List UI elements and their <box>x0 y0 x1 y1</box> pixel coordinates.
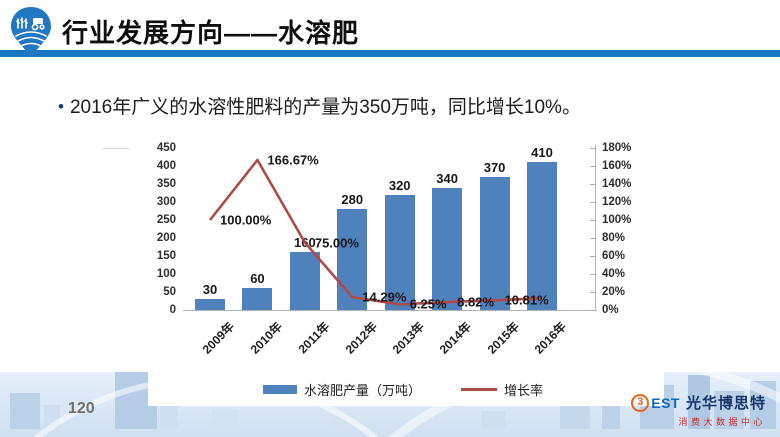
line-value-label: 6.25% <box>409 296 447 312</box>
left-axis-tick: 200 <box>156 232 176 244</box>
line-value-label: 100.00% <box>220 212 272 228</box>
bullet-marker: • <box>58 97 64 116</box>
chart: 水溶肥产量（万吨） 增长率 0 50 100 150 200 250 300 350 400 45… <box>90 130 660 405</box>
agriculture-pin-logo-icon <box>11 7 51 57</box>
bar-2014年 <box>432 187 463 310</box>
right-axis-tick: 120% <box>602 196 632 208</box>
bar-2010年 <box>242 288 273 310</box>
brand-name: 光华博思特 <box>685 395 766 412</box>
gridline-450 <box>102 148 130 149</box>
right-axis-tick: 100% <box>602 214 632 226</box>
line-value-label: 75.00% <box>314 235 359 250</box>
legend-background-patch <box>148 366 664 406</box>
line-value-label: 10.81% <box>504 292 549 308</box>
left-axis-tick: 400 <box>156 160 176 172</box>
brand-logo: 3 EST 光华博思特 消费大数据中心 <box>631 392 766 428</box>
bullet-text: 2016年广义的水溶性肥料的产量为350万吨，同比增长10%。 <box>69 97 581 118</box>
legend-label: 增长率 <box>504 383 544 398</box>
growth-line-chart <box>208 158 543 306</box>
line-value-label: 14.29% <box>362 289 407 305</box>
right-axis-tick: 80% <box>602 232 626 244</box>
right-axis-tick: 60% <box>602 250 626 262</box>
right-axis-tickmark <box>590 310 595 311</box>
left-axis-tick: 100 <box>156 268 176 280</box>
brand-subtitle: 消费大数据中心 <box>678 417 766 427</box>
growth-line <box>208 158 543 306</box>
bar-value-label: 60 <box>250 271 265 287</box>
right-axis-tickmark <box>590 148 595 149</box>
bar-value-label: 340 <box>436 170 458 186</box>
bar-2013年 <box>384 194 415 310</box>
right-axis-tickmark <box>590 274 595 275</box>
left-axis-tick: 0 <box>169 304 176 316</box>
right-axis-line <box>595 145 596 311</box>
page-title: 行业发展方向——水溶肥 <box>62 18 360 48</box>
right-axis-tick: 20% <box>602 286 626 298</box>
line-value-label: 166.67% <box>267 152 319 168</box>
skyline-building <box>10 393 40 429</box>
bar-2016年 <box>527 162 557 310</box>
chart-legend: 水溶肥产量（万吨） 增长率 <box>198 380 608 399</box>
x-axis-line <box>183 310 597 311</box>
right-axis-tick: 160% <box>602 160 632 172</box>
left-axis-tick: 50 <box>163 286 176 298</box>
right-axis-tickmark <box>590 220 595 221</box>
left-axis-tick: 150 <box>156 250 176 262</box>
line-value-label: 8.82% <box>457 294 495 310</box>
left-axis-tick: 250 <box>156 214 176 226</box>
left-axis-tick: 300 <box>156 196 176 208</box>
right-axis-tick: 40% <box>602 268 626 280</box>
legend-item-growth: 增长率 <box>461 380 543 399</box>
right-axis-tickmark <box>590 166 595 167</box>
bar-2009年 <box>195 299 225 310</box>
brand-b-icon: 3 <box>631 393 650 412</box>
left-axis-tick: 450 <box>156 142 176 154</box>
right-axis-tickmark <box>590 202 595 203</box>
legend-item-production: 水溶肥产量（万吨） <box>262 380 421 399</box>
bullet-line: • 2016年广义的水溶性肥料的产量为350万吨，同比增长10%。 <box>58 92 581 119</box>
header-rule <box>0 50 780 57</box>
bar-value-label: 370 <box>483 159 506 175</box>
bar-2012年 <box>337 209 368 310</box>
bar-2015年 <box>479 176 510 310</box>
legend-line-swatch <box>461 388 497 391</box>
right-axis-tick: 0% <box>602 304 619 316</box>
right-axis-tickmark <box>590 292 595 293</box>
legend-label: 水溶肥产量（万吨） <box>303 383 421 398</box>
right-axis-tickmark <box>590 238 595 239</box>
right-axis-tick: 180% <box>602 142 632 154</box>
bar-value-label: 30 <box>202 282 218 298</box>
bar-value-label: 320 <box>388 177 411 193</box>
right-axis-tickmark <box>590 184 595 185</box>
bar-value-label: 410 <box>531 145 553 161</box>
left-axis-tick: 350 <box>156 178 176 190</box>
brand-est-text: EST <box>651 394 680 411</box>
page-number: 120 <box>68 400 95 417</box>
right-axis-tickmark <box>590 256 595 257</box>
legend-bar-swatch <box>262 385 297 394</box>
bar-value-label: 280 <box>341 192 364 208</box>
bar-2011年 <box>289 252 320 310</box>
right-axis-tick: 140% <box>602 178 632 190</box>
